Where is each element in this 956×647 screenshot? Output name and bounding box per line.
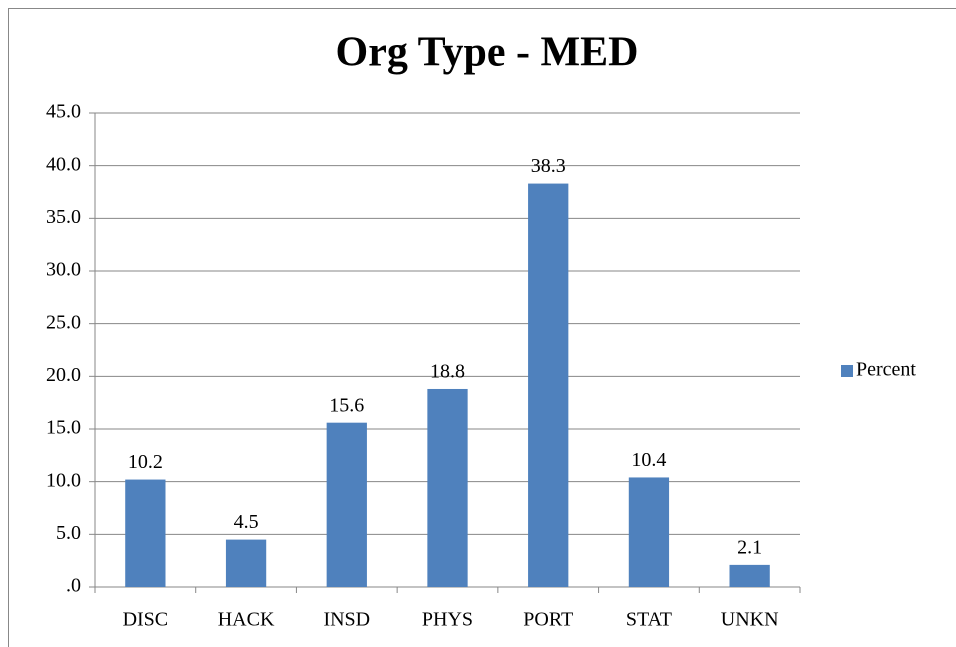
y-tick-label: 20.0 bbox=[46, 364, 81, 386]
y-tick-label: 10.0 bbox=[46, 469, 81, 491]
chart-frame bbox=[8, 8, 956, 647]
legend-label: Percent bbox=[856, 359, 916, 381]
y-tick-label: 40.0 bbox=[46, 153, 81, 175]
y-tick-label: 15.0 bbox=[46, 417, 81, 439]
data-label: 10.4 bbox=[631, 449, 666, 471]
bar bbox=[729, 564, 770, 587]
data-label: 4.5 bbox=[234, 511, 259, 533]
bar bbox=[528, 183, 569, 587]
x-tick-label: HACK bbox=[218, 609, 275, 631]
x-tick-label: INSD bbox=[323, 609, 370, 631]
bar bbox=[326, 422, 367, 587]
x-tick-label: PHYS bbox=[422, 609, 473, 631]
data-label: 38.3 bbox=[531, 155, 566, 177]
bar bbox=[125, 479, 166, 587]
chart-title: Org Type - MED bbox=[336, 30, 639, 76]
x-tick-label: UNKN bbox=[721, 609, 779, 631]
y-tick-label: 35.0 bbox=[46, 206, 81, 228]
y-tick-label: .0 bbox=[66, 575, 81, 597]
bar bbox=[225, 539, 267, 587]
bar bbox=[628, 477, 670, 587]
data-label: 18.8 bbox=[430, 361, 465, 383]
y-tick-label: 45.0 bbox=[46, 101, 81, 123]
legend-swatch bbox=[841, 365, 853, 377]
y-tick-label: 30.0 bbox=[46, 259, 81, 281]
x-tick-label: STAT bbox=[626, 609, 672, 631]
x-tick-label: DISC bbox=[123, 609, 169, 631]
x-tick-label: PORT bbox=[523, 609, 573, 631]
y-tick-label: 25.0 bbox=[46, 311, 81, 333]
bar bbox=[427, 388, 468, 587]
data-label: 2.1 bbox=[737, 536, 762, 558]
y-tick-label: 5.0 bbox=[56, 522, 81, 544]
data-label: 10.2 bbox=[128, 451, 163, 473]
data-label: 15.6 bbox=[329, 394, 364, 416]
